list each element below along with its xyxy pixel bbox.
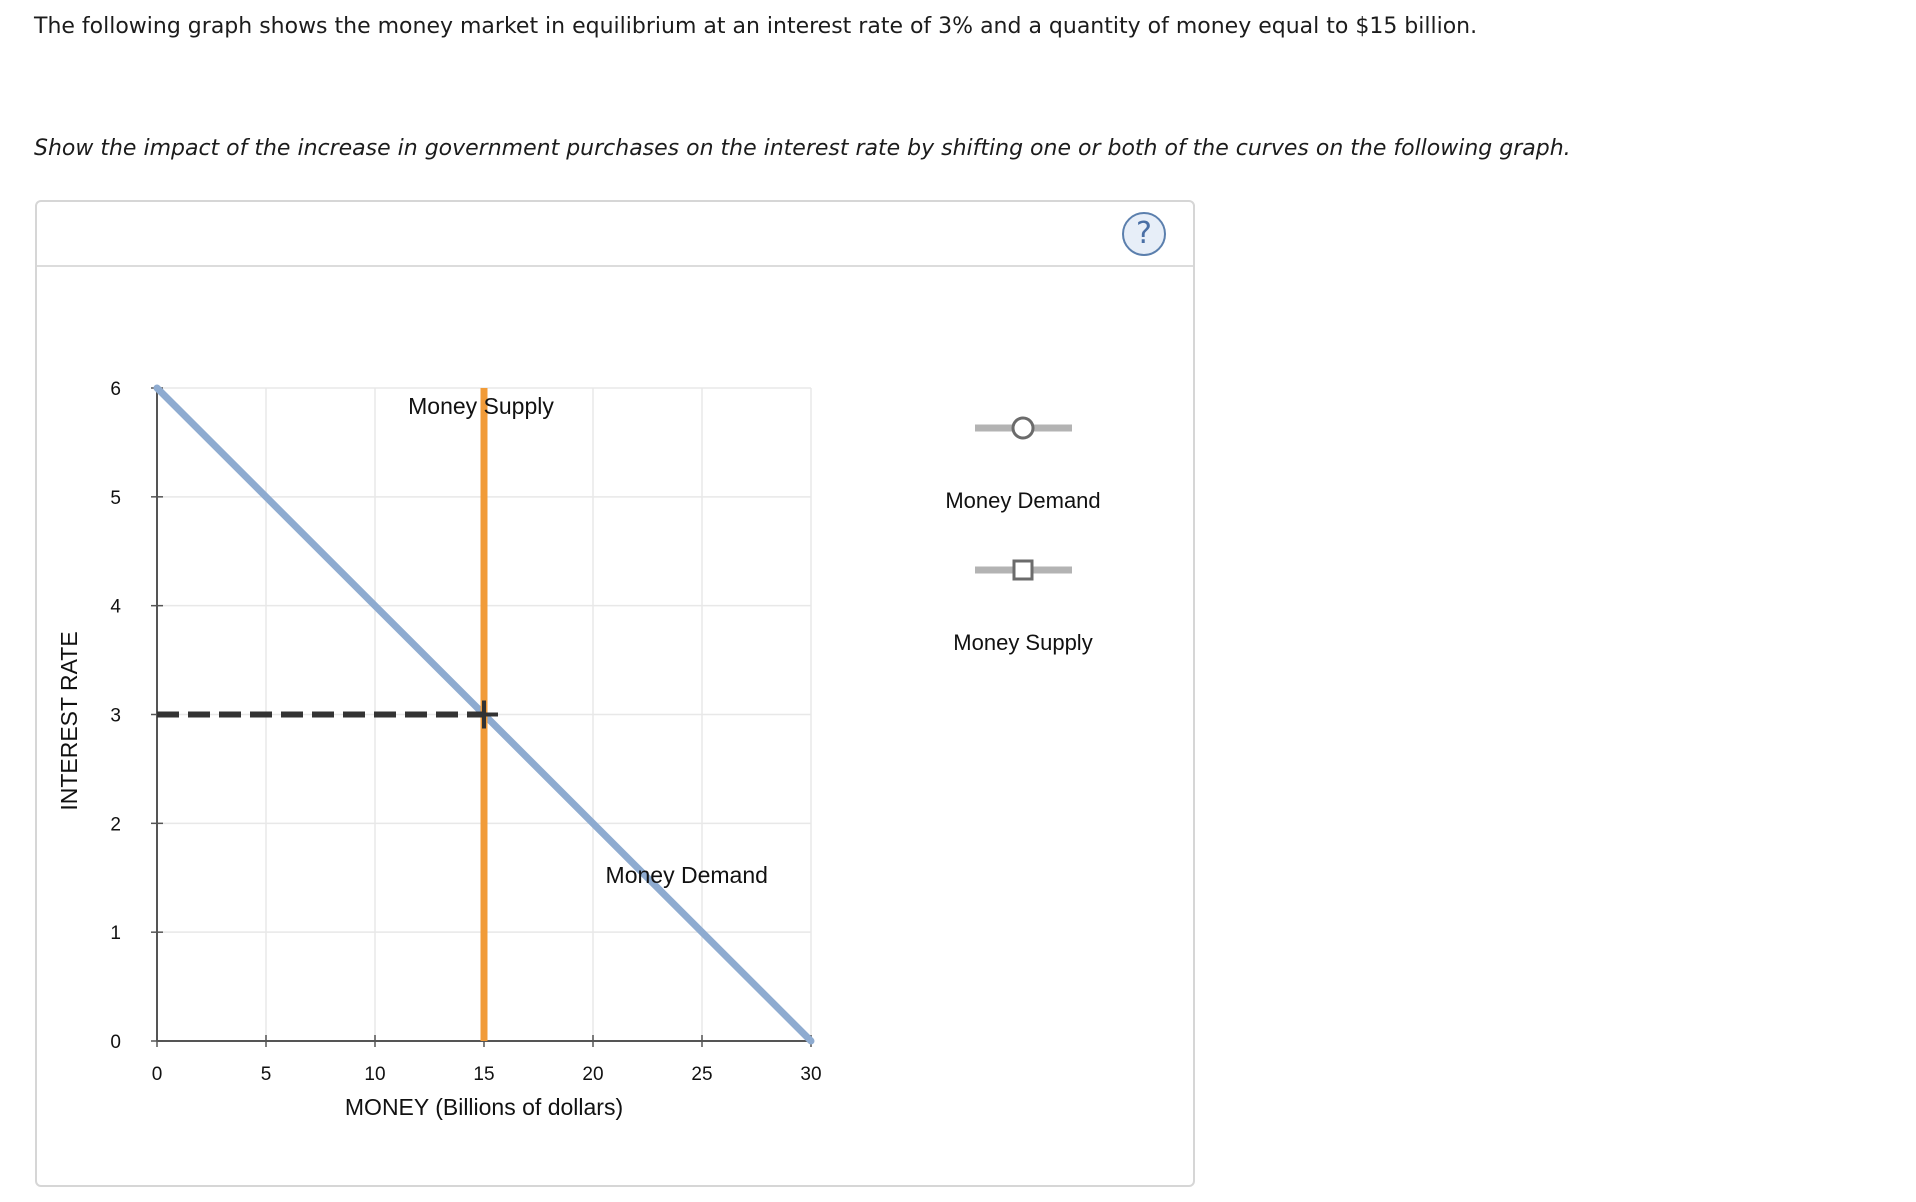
x-tick-label-30: 30: [800, 1064, 821, 1085]
y-tick-label-3: 3: [110, 706, 121, 727]
y-axis-label: INTEREST RATE: [56, 631, 82, 810]
money-supply-curve-label: Money Supply: [408, 393, 554, 419]
legend-label-supply: Money Supply: [953, 630, 1092, 655]
x-tick-label-0: 0: [152, 1064, 163, 1085]
x-tick-label-15: 15: [473, 1064, 494, 1085]
square-handle-icon[interactable]: [1012, 559, 1034, 581]
y-tick-label-6: 6: [110, 379, 121, 400]
money-demand-curve-label: Money Demand: [606, 862, 768, 888]
x-tick-label-10: 10: [364, 1064, 385, 1085]
x-tick-label-5: 5: [261, 1064, 272, 1085]
panel-header: ?: [37, 202, 1193, 267]
equilibrium-markers: [157, 700, 498, 729]
x-tick-label-25: 25: [691, 1064, 712, 1085]
y-tick-label-1: 1: [110, 923, 121, 944]
x-tick-label-20: 20: [582, 1064, 603, 1085]
question-intro: The following graph shows the money mark…: [34, 14, 1478, 39]
y-tick-label-4: 4: [110, 597, 121, 618]
legend-money-supply[interactable]: Money Supply: [953, 559, 1093, 655]
question-mark-icon: ?: [1136, 216, 1152, 251]
x-axis-label: MONEY (Billions of dollars): [345, 1094, 623, 1120]
y-tick-label-5: 5: [110, 488, 121, 509]
graph-panel: ?: [35, 200, 1195, 1187]
question-instruction: Show the impact of the increase in gover…: [34, 136, 1571, 161]
legend-money-demand[interactable]: Money Demand: [945, 416, 1101, 513]
ticks: 0 5 10 15 20 25 30 0 1 2 3 4 5 6: [110, 379, 821, 1085]
legend-label-demand: Money Demand: [945, 488, 1100, 513]
y-tick-label-0: 0: [110, 1032, 121, 1053]
y-tick-label-2: 2: [110, 814, 121, 835]
help-button[interactable]: ?: [1122, 212, 1166, 256]
circle-handle-icon[interactable]: [1011, 416, 1035, 440]
